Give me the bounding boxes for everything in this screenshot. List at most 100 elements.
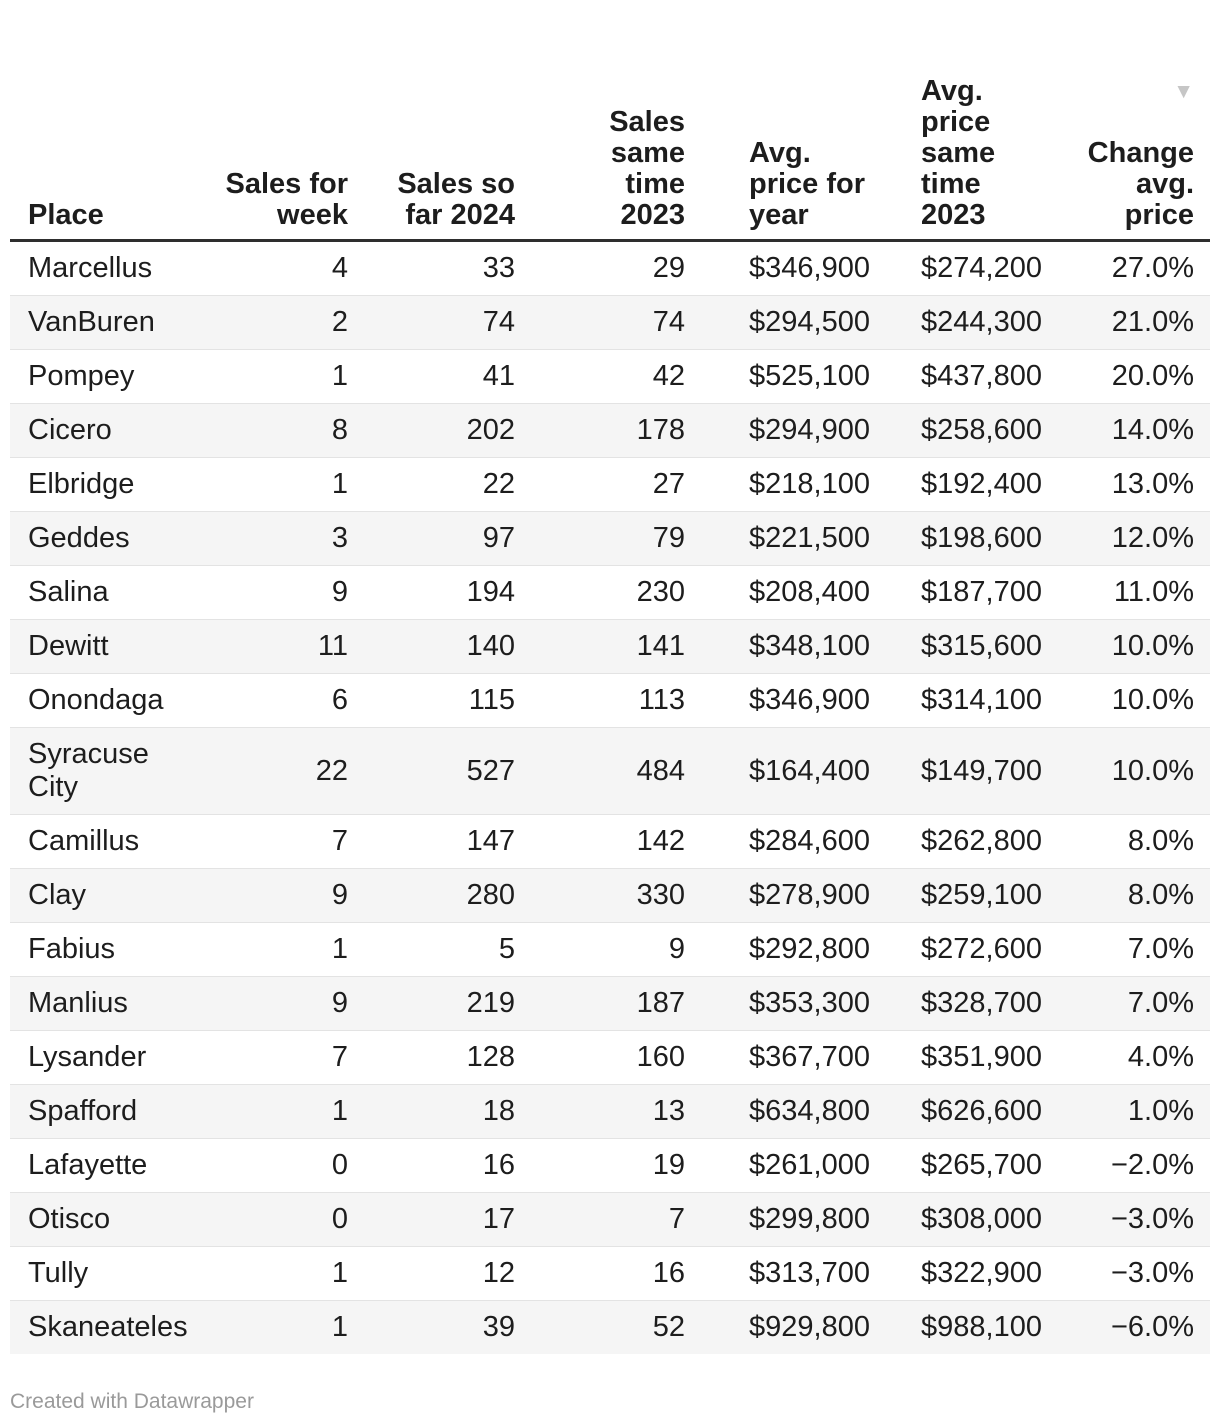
change-avg-price-cell: 7.0% xyxy=(1127,987,1194,1019)
avg-price-for-year-cell: $208,400 xyxy=(749,576,870,608)
avg-price-for-year-cell: $221,500 xyxy=(749,522,870,554)
sales-same-time-2023-cell: 79 xyxy=(652,522,685,554)
sales-so-far-2024-cell: 115 xyxy=(468,684,515,716)
avg-price-for-year-cell: $284,600 xyxy=(749,825,870,857)
sales-so-far-2024-cell: 39 xyxy=(482,1311,515,1343)
change-avg-price-cell: 7.0% xyxy=(1127,933,1194,965)
avg-price-same-time-2023-cell: $149,700 xyxy=(921,754,1042,787)
place-cell: Salina xyxy=(28,576,109,608)
avg-price-for-year-cell: $292,800 xyxy=(749,933,870,965)
avg-price-same-time-2023-cell: $192,400 xyxy=(921,468,1042,500)
sales-so-far-2024-cell: 147 xyxy=(466,825,515,857)
sales-so-far-2024-cell: 33 xyxy=(482,252,515,284)
avg-price-for-year-cell: $353,300 xyxy=(749,987,870,1019)
change-avg-price-cell: 20.0% xyxy=(1111,360,1194,392)
col-header-label: Sales for week xyxy=(225,168,349,231)
sales-for-week-cell: 9 xyxy=(331,987,348,1019)
sales-so-far-2024-cell: 12 xyxy=(482,1257,515,1289)
col-header-label: Avg. price for year xyxy=(749,137,866,231)
avg-price-same-time-2023-cell: $315,600 xyxy=(921,630,1042,662)
place-cell: Geddes xyxy=(28,522,130,554)
sales-for-week-cell: 1 xyxy=(331,1257,348,1289)
table-row: Tully 1 12 16 $313,700 $322,900 −3.0% xyxy=(10,1246,1210,1301)
avg-price-same-time-2023-cell: $244,300 xyxy=(921,306,1042,338)
sales-same-time-2023-cell: 187 xyxy=(636,987,685,1019)
sales-same-time-2023-cell: 13 xyxy=(652,1095,685,1127)
change-avg-price-cell: 11.0% xyxy=(1113,576,1194,608)
place-cell: Fabius xyxy=(28,933,116,965)
col-header-change-avg-price[interactable]: ▼ Change avg. price xyxy=(1045,0,1210,242)
sales-same-time-2023-cell: 230 xyxy=(636,576,685,608)
col-header-sales-for-week[interactable]: Sales for week xyxy=(220,0,349,242)
table-row: Pompey 1 41 42 $525,100 $437,800 20.0% xyxy=(10,349,1210,404)
change-avg-price-cell: 13.0% xyxy=(1111,468,1194,500)
table-row: Camillus 7 147 142 $284,600 $262,800 8.0… xyxy=(10,814,1210,869)
change-avg-price-cell: −3.0% xyxy=(1110,1203,1194,1235)
change-avg-price-cell: 21.0% xyxy=(1111,306,1194,338)
sales-so-far-2024-cell: 97 xyxy=(482,522,515,554)
avg-price-same-time-2023-cell: $265,700 xyxy=(921,1149,1042,1181)
header-row: Place Sales for week Sales so far 2024 S… xyxy=(10,0,1210,242)
place-cell: Elbridge xyxy=(28,468,135,500)
sales-so-far-2024-cell: 74 xyxy=(482,306,515,338)
place-cell: Spafford xyxy=(28,1095,138,1127)
sales-so-far-2024-cell: 16 xyxy=(482,1149,515,1181)
avg-price-for-year-cell: $367,700 xyxy=(749,1041,870,1073)
avg-price-for-year-cell: $634,800 xyxy=(749,1095,870,1127)
sales-for-week-cell: 1 xyxy=(331,1095,348,1127)
change-avg-price-cell: 10.0% xyxy=(1111,754,1194,787)
change-avg-price-cell: −2.0% xyxy=(1110,1149,1194,1181)
col-header-label: Sales so far 2024 xyxy=(397,168,515,231)
sales-same-time-2023-cell: 19 xyxy=(652,1149,685,1181)
table-row: Onondaga 6 115 113 $346,900 $314,100 10.… xyxy=(10,673,1210,728)
avg-price-for-year-cell: $929,800 xyxy=(749,1311,870,1343)
table-row: Marcellus 4 33 29 $346,900 $274,200 27.0… xyxy=(10,240,1210,296)
sales-so-far-2024-cell: 202 xyxy=(466,414,515,446)
sales-so-far-2024-cell: 527 xyxy=(466,754,515,787)
sales-same-time-2023-cell: 9 xyxy=(668,933,685,965)
sales-for-week-cell: 4 xyxy=(331,252,348,284)
sales-same-time-2023-cell: 16 xyxy=(652,1257,685,1289)
change-avg-price-cell: 8.0% xyxy=(1127,825,1194,857)
sales-for-week-cell: 6 xyxy=(331,684,348,716)
place-cell: Onondaga xyxy=(28,684,164,716)
col-header-sales-same-time-2023[interactable]: Sales same time 2023 xyxy=(515,0,685,242)
avg-price-for-year-cell: $164,400 xyxy=(749,754,870,787)
sales-so-far-2024-cell: 22 xyxy=(482,468,515,500)
place-cell: Lafayette xyxy=(28,1149,148,1181)
avg-price-same-time-2023-cell: $308,000 xyxy=(921,1203,1042,1235)
table-row: Fabius 1 5 9 $292,800 $272,600 7.0% xyxy=(10,922,1210,977)
sales-so-far-2024-cell: 194 xyxy=(466,576,515,608)
col-header-avg-price-for-year[interactable]: Avg. price for year xyxy=(685,0,875,242)
table-row: Elbridge 1 22 27 $218,100 $192,400 13.0% xyxy=(10,457,1210,512)
avg-price-for-year-cell: $299,800 xyxy=(749,1203,870,1235)
sales-so-far-2024-cell: 128 xyxy=(466,1041,515,1073)
avg-price-for-year-cell: $346,900 xyxy=(749,684,870,716)
sales-for-week-cell: 7 xyxy=(331,1041,348,1073)
change-avg-price-cell: 4.0% xyxy=(1127,1041,1194,1073)
table-row: Lysander 7 128 160 $367,700 $351,900 4.0… xyxy=(10,1030,1210,1085)
change-avg-price-cell: 1.0% xyxy=(1127,1095,1194,1127)
sales-same-time-2023-cell: 113 xyxy=(638,684,685,716)
change-avg-price-cell: −6.0% xyxy=(1110,1311,1194,1343)
change-avg-price-cell: 8.0% xyxy=(1127,879,1194,911)
place-cell: Marcellus xyxy=(28,252,153,284)
col-header-place[interactable]: Place xyxy=(10,0,220,242)
avg-price-for-year-cell: $525,100 xyxy=(749,360,870,392)
avg-price-same-time-2023-cell: $351,900 xyxy=(921,1041,1042,1073)
sales-same-time-2023-cell: 178 xyxy=(636,414,685,446)
change-avg-price-cell: 12.0% xyxy=(1111,522,1194,554)
table-row: Salina 9 194 230 $208,400 $187,700 11.0% xyxy=(10,565,1210,620)
avg-price-for-year-cell: $346,900 xyxy=(749,252,870,284)
col-header-avg-price-same-time-2023[interactable]: Avg. price same time 2023 xyxy=(875,0,1045,242)
table-row: Otisco 0 17 7 $299,800 $308,000 −3.0% xyxy=(10,1192,1210,1247)
place-cell: Manlius xyxy=(28,987,128,1019)
col-header-sales-so-far-2024[interactable]: Sales so far 2024 xyxy=(348,0,515,242)
change-avg-price-cell: 10.0% xyxy=(1111,684,1194,716)
avg-price-same-time-2023-cell: $187,700 xyxy=(921,576,1042,608)
col-header-label: Sales same time 2023 xyxy=(609,106,685,231)
sales-for-week-cell: 2 xyxy=(331,306,348,338)
table-row: Geddes 3 97 79 $221,500 $198,600 12.0% xyxy=(10,511,1210,566)
place-cell: Skaneateles xyxy=(28,1311,188,1343)
avg-price-for-year-cell: $218,100 xyxy=(749,468,870,500)
